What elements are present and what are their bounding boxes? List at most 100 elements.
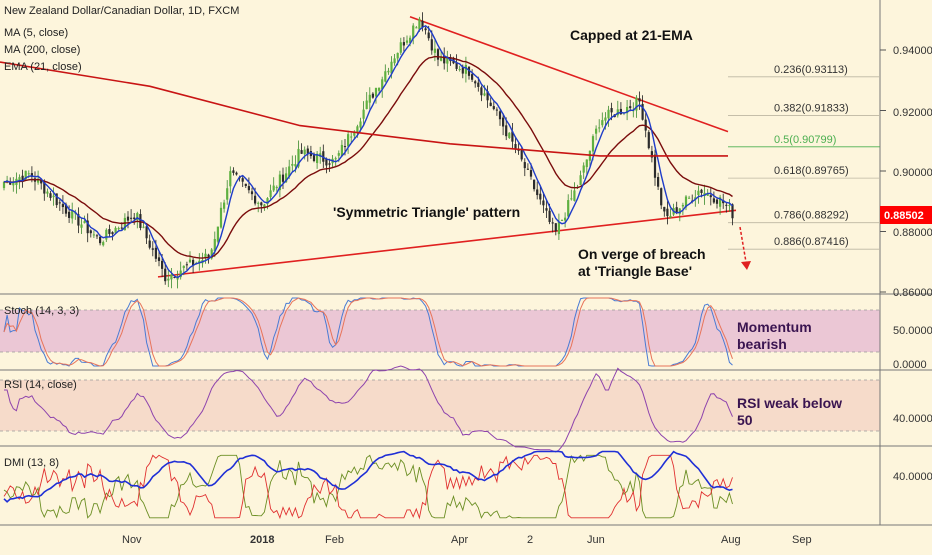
candle-body-124 <box>387 70 390 73</box>
candle-body-201 <box>626 106 629 114</box>
candle-body-12 <box>40 180 43 184</box>
candle-body-25 <box>80 224 83 228</box>
price-tick-0: 0.94000 <box>893 45 932 57</box>
candle-body-190 <box>591 136 595 152</box>
candle-body-176 <box>548 210 551 223</box>
candle-body-215 <box>669 215 672 218</box>
candle-body-155 <box>483 93 486 96</box>
candle-body-55 <box>173 276 176 278</box>
candle-body-105 <box>328 163 331 165</box>
candle-body-160 <box>498 111 502 120</box>
candle-body-147 <box>458 68 461 70</box>
candle-body-218 <box>678 208 681 214</box>
candle-body-166 <box>517 149 520 151</box>
stoch-title: Stoch (14, 3, 3) <box>4 305 79 317</box>
candle-body-30 <box>95 235 99 237</box>
candle-body-173 <box>539 193 542 200</box>
candle-body-54 <box>170 274 173 280</box>
candle-body-58 <box>182 265 185 268</box>
candle-body-186 <box>579 175 582 186</box>
candle-body-44 <box>139 214 142 228</box>
candle-body-209 <box>650 151 653 158</box>
candle-body-228 <box>709 195 712 198</box>
moving-averages-group <box>0 24 733 279</box>
trendline-group <box>157 15 737 278</box>
candle-body-182 <box>567 200 570 217</box>
candle-body-146 <box>455 62 458 69</box>
ma200-line <box>0 61 728 157</box>
candle-body-210 <box>653 154 657 178</box>
candle-body-11 <box>37 178 40 183</box>
candle-body-198 <box>616 109 619 116</box>
candle-body-163 <box>508 132 511 138</box>
candle-body-27 <box>86 220 89 234</box>
candle-body-202 <box>629 106 632 109</box>
date-label-feb: Feb <box>325 534 344 546</box>
fib-label-5: 0.886(0.87416) <box>774 236 849 248</box>
stoch-annotation-1: Momentum <box>737 319 812 335</box>
date-label-apr: Apr <box>451 534 468 546</box>
candle-body-89 <box>278 174 281 191</box>
candle-body-60 <box>188 259 192 263</box>
candle-body-205 <box>638 98 641 102</box>
candle-body-50 <box>157 257 161 262</box>
annotation-breach-2: at 'Triangle Base' <box>578 263 692 279</box>
candle-body-117 <box>365 100 368 110</box>
stoch-d-line <box>3 297 733 367</box>
candle-body-192 <box>598 127 601 129</box>
axis-ticks-group <box>880 49 886 293</box>
candle-body-74 <box>232 170 235 173</box>
candle-body-75 <box>235 172 238 175</box>
candle-body-158 <box>492 106 495 110</box>
candle-body-137 <box>427 32 430 39</box>
candle-body-26 <box>83 221 86 224</box>
annotation-capped: Capped at 21-EMA <box>570 27 693 43</box>
candle-body-195 <box>607 109 610 119</box>
candle-body-49 <box>154 247 157 259</box>
candle-body-71 <box>223 202 226 209</box>
candle-body-91 <box>285 173 288 183</box>
candle-body-142 <box>443 55 446 64</box>
candle-body-196 <box>610 108 613 113</box>
candle-body-171 <box>533 179 536 190</box>
candle-body-39 <box>123 217 126 231</box>
candle-body-97 <box>303 149 306 155</box>
annotation-breach-1: On verge of breach <box>578 246 706 262</box>
candle-body-88 <box>275 187 278 189</box>
candle-body-191 <box>595 128 598 134</box>
last-price-text: 0.88502 <box>884 210 924 222</box>
candle-body-154 <box>480 87 483 96</box>
dmi-tick-0: 40.0000 <box>893 471 932 483</box>
candle-body-40 <box>126 216 130 221</box>
date-label-jun: Jun <box>587 534 605 546</box>
candle-body-2 <box>9 181 12 185</box>
triangle-upper-trendline <box>409 15 729 133</box>
rsi-annotation-2: 50 <box>737 412 753 428</box>
candle-body-70 <box>219 207 223 228</box>
dmi-plus-line <box>3 454 733 519</box>
stoch-band <box>0 310 880 352</box>
candle-body-148 <box>461 67 464 74</box>
candle-body-149 <box>464 65 467 74</box>
candle-body-135 <box>421 20 424 28</box>
candle-body-107 <box>334 158 337 160</box>
candle-body-165 <box>514 144 517 150</box>
candle-body-204 <box>635 97 638 111</box>
candle-body-178 <box>554 223 557 232</box>
legend-ema21: EMA (21, close) <box>4 61 82 73</box>
candle-body-90 <box>281 174 285 182</box>
candle-body-45 <box>142 226 145 228</box>
candle-body-0 <box>2 182 6 189</box>
candle-body-3 <box>12 182 15 186</box>
fib-label-4: 0.786(0.88292) <box>774 210 849 222</box>
candle-body-221 <box>688 197 691 199</box>
candle-body-180 <box>560 220 564 222</box>
candle-body-93 <box>291 163 294 166</box>
candle-body-53 <box>167 278 170 281</box>
candle-body-167 <box>520 149 523 160</box>
ema21-line <box>3 55 733 259</box>
candle-body-229 <box>712 198 715 203</box>
candle-body-59 <box>185 264 188 266</box>
stoch-annotation-2: bearish <box>737 336 787 352</box>
candle-body-223 <box>694 197 697 200</box>
